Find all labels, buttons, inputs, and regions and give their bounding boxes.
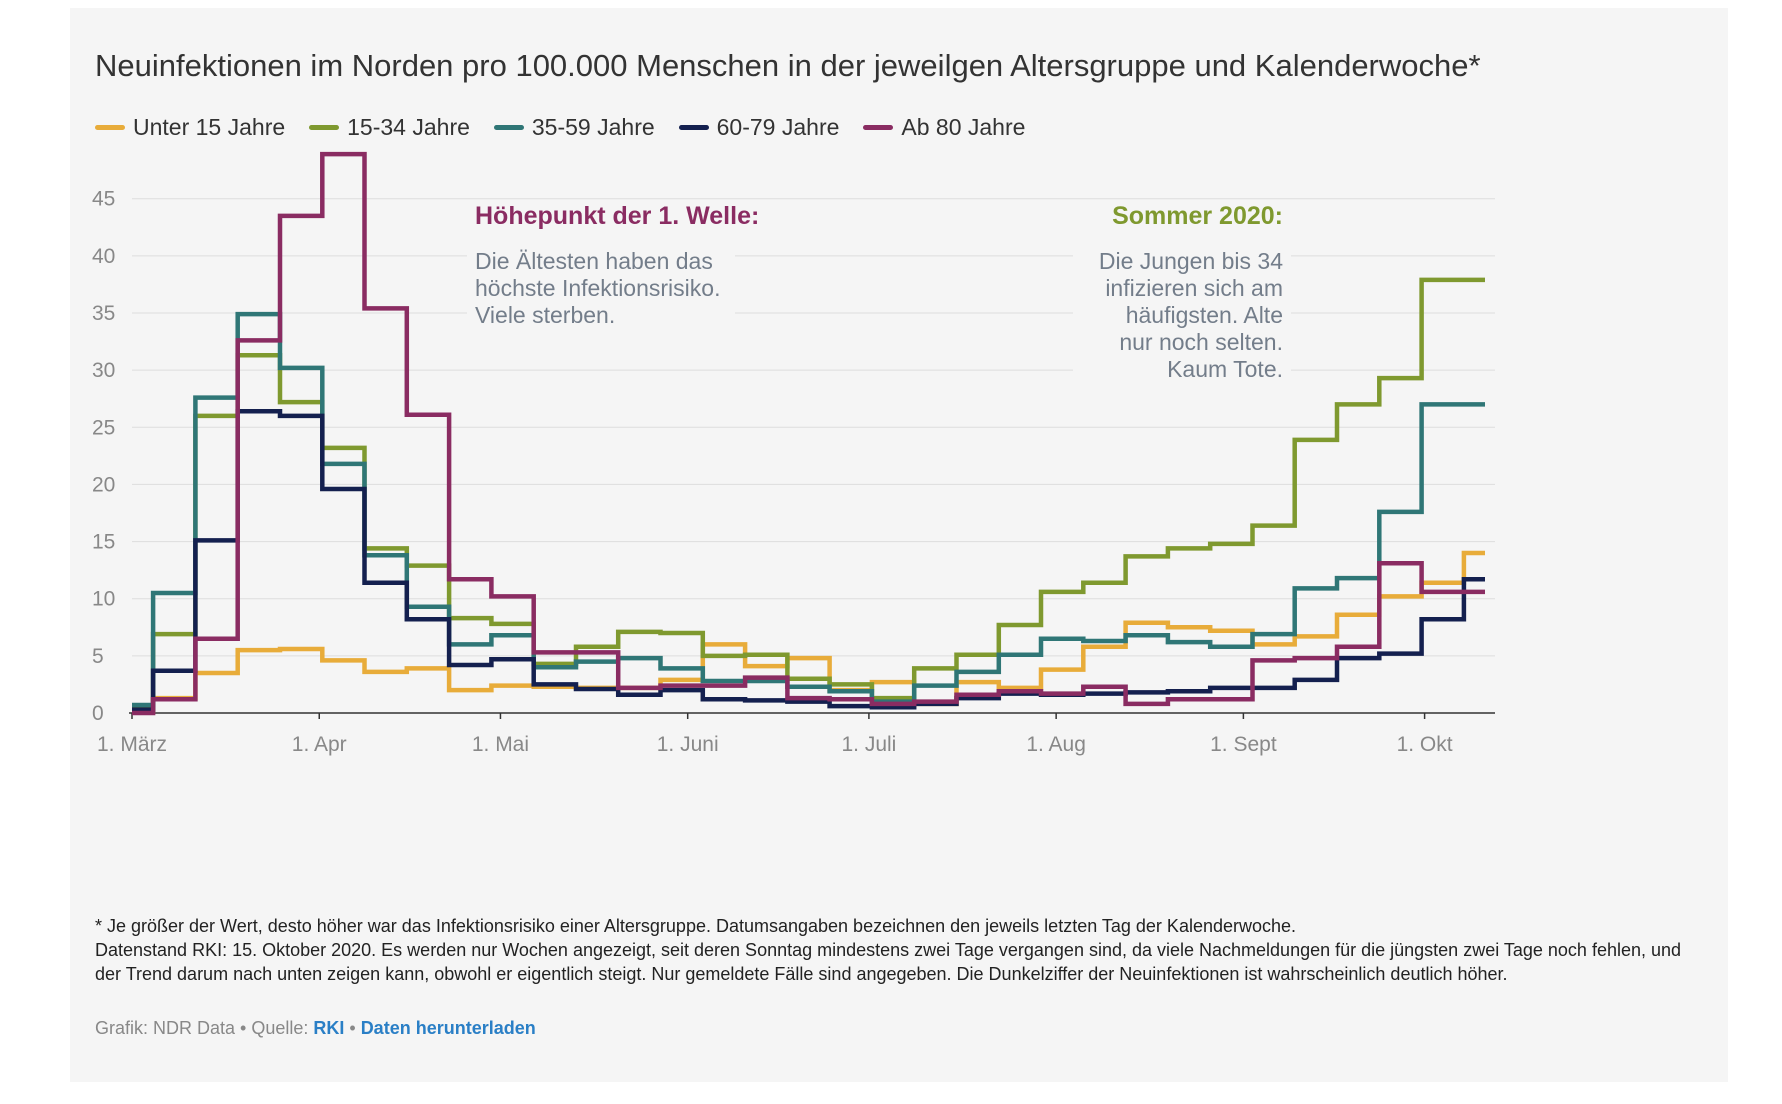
- legend-item-15-34[interactable]: 15-34 Jahre: [309, 114, 470, 141]
- legend-item-35-59[interactable]: 35-59 Jahre: [493, 114, 655, 141]
- legend-item-unter-15[interactable]: Unter 15 Jahre: [95, 114, 285, 141]
- annotation-title: Höhepunkt der 1. Welle:: [475, 202, 759, 230]
- legend-swatch: [309, 125, 340, 130]
- legend-swatch: [95, 125, 125, 130]
- y-tick-label: 25: [92, 416, 115, 439]
- legend: Unter 15 Jahre 15-34 Jahre 35-59 Jahre 6…: [95, 114, 1025, 141]
- annotation-title: Sommer 2020:: [1112, 202, 1283, 230]
- source-link[interactable]: RKI: [313, 1018, 345, 1038]
- series-line: [132, 550, 1485, 713]
- annotation-line: höchste Infektionsrisiko.: [475, 275, 720, 301]
- x-tick-label: 1. März: [97, 733, 167, 756]
- y-tick-label: 35: [92, 302, 115, 325]
- annotation-line: häufigsten. Alte: [1126, 302, 1283, 328]
- annotation-background: [467, 246, 735, 333]
- legend-label: 15-34 Jahre: [347, 114, 470, 140]
- annotation-line: infizieren sich am: [1105, 275, 1283, 301]
- annotation-line: nur noch selten.: [1119, 329, 1283, 355]
- legend-swatch: [493, 125, 524, 130]
- annotation-line: Kaum Tote.: [1167, 356, 1283, 382]
- legend-label: 35-59 Jahre: [531, 114, 655, 140]
- legend-label: Ab 80 Jahre: [901, 114, 1026, 140]
- x-tick-label: 1. Mai: [472, 733, 529, 756]
- annotation-line: Die Ältesten haben das: [475, 248, 713, 274]
- annotation-line: Die Jungen bis 34: [1099, 248, 1283, 274]
- x-tick-label: 1. Juli: [841, 733, 896, 756]
- legend-swatch: [863, 125, 894, 130]
- legend-swatch: [678, 125, 709, 130]
- download-data-link[interactable]: Daten herunterladen: [360, 1018, 536, 1038]
- legend-item-60-79[interactable]: 60-79 Jahre: [678, 114, 840, 141]
- footnote: * Je größer der Wert, desto höher war da…: [95, 914, 1695, 986]
- y-tick-label: 40: [92, 245, 115, 268]
- y-tick-label: 15: [92, 531, 115, 554]
- y-tick-label: 0: [92, 702, 104, 725]
- y-tick-label: 20: [92, 473, 115, 496]
- credits-separator: •: [344, 1018, 361, 1038]
- x-tick-label: 1. Apr: [292, 733, 347, 756]
- line-chart: 0 5 10 15 20 25 30 35 40 45 1. März 1. Apr 1. Mai 1. …: [92, 151, 1495, 756]
- series-line: [132, 311, 1485, 708]
- legend-item-ab-80[interactable]: Ab 80 Jahre: [863, 114, 1025, 141]
- footnote-line-2: Datenstand RKI: 15. Oktober 2020. Es wer…: [95, 940, 1682, 984]
- x-tick-label: 1. Okt: [1397, 733, 1453, 756]
- x-tick-label: 1. Aug: [1026, 733, 1086, 756]
- chart-card: Neuinfektionen im Norden pro 100.000 Men…: [70, 8, 1728, 1082]
- x-tick-label: 1. Juni: [657, 733, 719, 756]
- annotation-background: [1073, 246, 1291, 387]
- x-tick-label: 1. Sept: [1210, 733, 1277, 756]
- series-line: [132, 151, 1485, 716]
- credits: Grafik: NDR Data • Quelle: RKI • Daten h…: [95, 1018, 536, 1039]
- series-line: [132, 409, 1485, 712]
- y-tick-label: 45: [92, 188, 115, 211]
- annotation-line: Viele sterben.: [475, 302, 615, 328]
- credits-prefix: Grafik: NDR Data • Quelle:: [95, 1018, 314, 1038]
- legend-label: Unter 15 Jahre: [133, 114, 286, 140]
- y-tick-label: 30: [92, 359, 115, 382]
- footnote-line-1: * Je größer der Wert, desto höher war da…: [95, 916, 1297, 936]
- y-tick-label: 5: [92, 645, 104, 668]
- chart-title: Neuinfektionen im Norden pro 100.000 Men…: [95, 48, 1481, 83]
- legend-label: 60-79 Jahre: [716, 114, 840, 140]
- y-tick-label: 10: [92, 588, 115, 611]
